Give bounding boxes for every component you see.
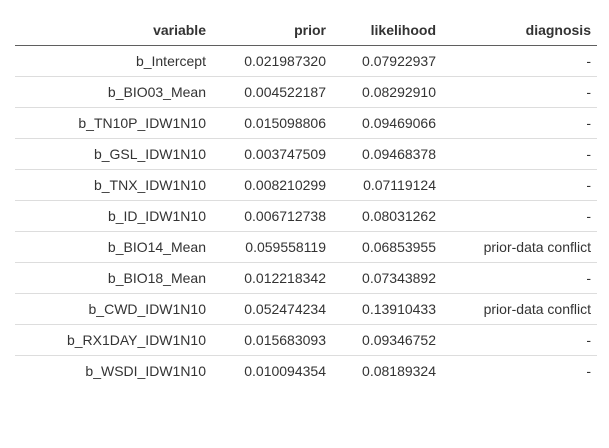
cell-variable: b_TN10P_IDW1N10 — [15, 107, 212, 139]
cell-diagnosis: - — [442, 169, 597, 201]
table-row: b_TN10P_IDW1N10 0.015098806 0.09469066- — [15, 107, 597, 139]
cell-prior: 0.052474234 — [212, 293, 332, 325]
column-header-diagnosis: diagnosis — [442, 15, 597, 46]
cell-prior: 0.015098806 — [212, 107, 332, 139]
cell-prior: 0.012218342 — [212, 262, 332, 294]
cell-prior: 0.008210299 — [212, 169, 332, 201]
cell-diagnosis: - — [442, 76, 597, 108]
column-header-variable: variable — [15, 15, 212, 46]
table-row: b_GSL_IDW1N10 0.003747509 0.09468378- — [15, 138, 597, 170]
cell-likelihood: 0.07922937 — [332, 45, 442, 77]
table-row: b_BIO18_Mean 0.012218342 0.07343892- — [15, 262, 597, 294]
table-row: b_BIO14_Mean 0.059558119 0.06853955 prior-d… — [15, 231, 597, 263]
cell-prior: 0.003747509 — [212, 138, 332, 170]
cell-variable: b_WSDI_IDW1N10 — [85, 363, 206, 379]
data-table: variable prior likelihood diagnosis b_In… — [15, 15, 597, 386]
cell-likelihood: 0.07343892 — [332, 262, 442, 294]
cell-diagnosis: prior-data conflict — [442, 231, 597, 263]
cell-prior: 0.021987320 — [212, 45, 332, 77]
cell-prior: 0.059558119 — [212, 231, 332, 263]
table-row: b_RX1DAY_IDW1N10 0.015683093 0.09346752- — [15, 324, 597, 356]
cell-variable: b_ID_IDW1N10 — [15, 200, 212, 232]
cell-likelihood: 0.08292910 — [332, 76, 442, 108]
table-row: b_BIO03_Mean 0.004522187 0.08292910- — [15, 76, 597, 108]
cell-variable: b_CWD_IDW1N10 — [15, 293, 212, 325]
cell-variable: b_BIO18_Mean — [15, 262, 212, 294]
cell-likelihood: 0.08189324 — [362, 363, 436, 379]
cell-likelihood: 0.06853955 — [332, 231, 442, 263]
cell-diagnosis: - — [442, 200, 597, 232]
cell-variable: b_BIO03_Mean — [15, 76, 212, 108]
cell-diagnosis: - — [442, 324, 597, 356]
cell-prior: 0.015683093 — [212, 324, 332, 356]
cell-variable: b_RX1DAY_IDW1N10 — [15, 324, 212, 356]
table-row: b_CWD_IDW1N10 0.052474234 0.13910433 prior-… — [15, 293, 597, 325]
header-row: variable prior likelihood diagnosis — [15, 15, 597, 46]
cell-likelihood: 0.13910433 — [332, 293, 442, 325]
table-body: b_Intercept 0.021987320 0.07922937- b_BIO03… — [15, 45, 597, 387]
cell-prior: 0.004522187 — [212, 76, 332, 108]
cell-diagnosis: - — [442, 262, 597, 294]
cell-variable: b_BIO14_Mean — [15, 231, 212, 263]
cell-diagnosis: - — [442, 138, 597, 170]
table-container: variable prior likelihood diagnosis b_In… — [15, 15, 597, 386]
cell-likelihood: 0.09469066 — [332, 107, 442, 139]
cell-likelihood: 0.09468378 — [332, 138, 442, 170]
cell-prior: 0.006712738 — [212, 200, 332, 232]
cell-variable: b_TNX_IDW1N10 — [15, 169, 212, 201]
column-header-prior: prior — [212, 15, 332, 46]
cell-likelihood: 0.08031262 — [332, 200, 442, 232]
column-header-likelihood: likelihood — [332, 15, 442, 46]
cell-likelihood: 0.09346752 — [332, 324, 442, 356]
cell-variable: b_Intercept — [15, 45, 212, 77]
table-row: b_WSDI_IDW1N10 0.010094354 0.08189324 - — [15, 356, 597, 387]
cell-likelihood: 0.07119124 — [332, 169, 442, 201]
cell-diagnosis: - — [442, 107, 597, 139]
cell-prior: 0.010094354 — [244, 363, 326, 379]
table-row: b_TNX_IDW1N10 0.008210299 0.07119124- — [15, 169, 597, 201]
table-row: b_ID_IDW1N10 0.006712738 0.08031262- — [15, 200, 597, 232]
table-row: b_Intercept 0.021987320 0.07922937- — [15, 45, 597, 77]
cell-variable: b_GSL_IDW1N10 — [15, 138, 212, 170]
table-header: variable prior likelihood diagnosis — [15, 15, 597, 46]
cell-diagnosis: - — [586, 363, 591, 379]
cell-diagnosis: - — [442, 45, 597, 77]
cell-diagnosis: prior-data conflict — [442, 293, 597, 325]
